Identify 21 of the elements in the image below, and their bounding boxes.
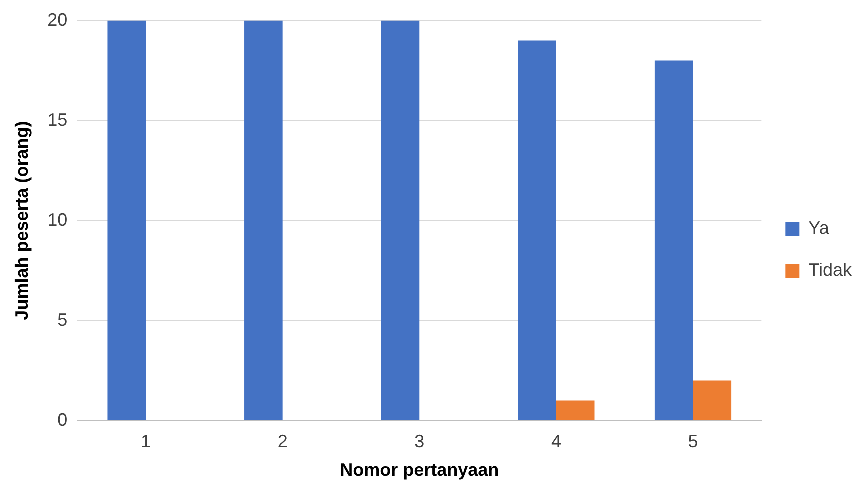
- bar: [654, 60, 694, 420]
- x-tick-label: 2: [278, 432, 288, 452]
- bar: [556, 400, 595, 420]
- y-tick-label: 0: [58, 410, 68, 430]
- x-tick-label: 3: [414, 432, 425, 452]
- y-tick-label: 15: [48, 110, 68, 130]
- bar: [381, 20, 420, 420]
- y-axis-title: Jumlah peserta (orang): [12, 121, 32, 320]
- legend-label: Tidak: [808, 260, 853, 280]
- legend-label: Ya: [808, 218, 830, 238]
- bar: [108, 20, 146, 420]
- x-tick-label: 1: [141, 432, 152, 452]
- x-tick-label: 4: [551, 432, 562, 452]
- y-tick-label: 5: [58, 310, 68, 330]
- bar: [518, 40, 556, 420]
- y-tick-label: 20: [48, 10, 68, 30]
- bar: [244, 20, 283, 420]
- bar: [693, 380, 732, 420]
- x-tick-label: 5: [688, 432, 698, 452]
- x-axis-title: Nomor pertanyaan: [340, 460, 500, 480]
- y-tick-label: 10: [48, 210, 68, 230]
